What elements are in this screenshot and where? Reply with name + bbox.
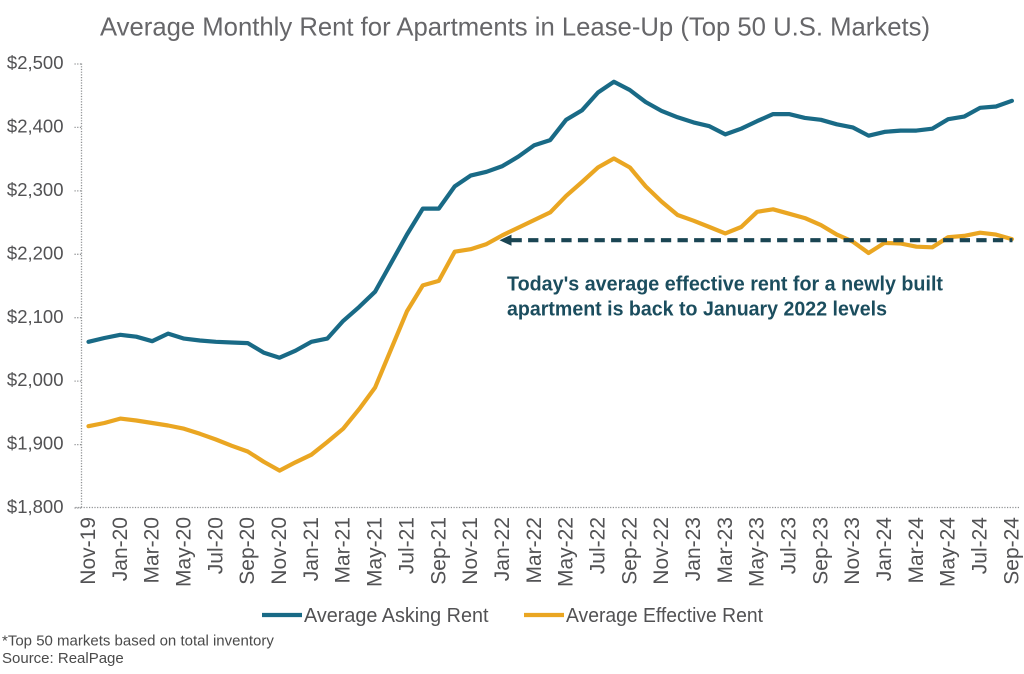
svg-text:$2,500: $2,500 [7, 52, 64, 73]
svg-text:Jan-23: Jan-23 [682, 517, 705, 581]
svg-text:$2,400: $2,400 [7, 116, 64, 137]
svg-text:May-24: May-24 [937, 517, 960, 587]
svg-text:$2,200: $2,200 [7, 242, 64, 263]
svg-text:Sep-21: Sep-21 [427, 517, 450, 585]
svg-text:Mar-23: Mar-23 [714, 517, 737, 584]
svg-text:Jul-20: Jul-20 [204, 517, 227, 574]
svg-text:May-22: May-22 [555, 517, 578, 587]
svg-text:Jan-24: Jan-24 [873, 517, 896, 582]
svg-text:Today's average effective rent: Today's average effective rent for a new… [507, 274, 943, 296]
svg-text:Mar-24: Mar-24 [905, 517, 928, 584]
svg-text:Nov-21: Nov-21 [459, 517, 482, 585]
svg-text:Source: RealPage: Source: RealPage [2, 650, 124, 667]
svg-text:apartment is back to January 2: apartment is back to January 2022 levels [507, 299, 887, 321]
svg-text:Nov-23: Nov-23 [841, 517, 864, 585]
svg-text:Nov-22: Nov-22 [650, 517, 673, 585]
svg-text:$2,300: $2,300 [7, 179, 64, 200]
svg-text:Jul-24: Jul-24 [969, 517, 992, 575]
svg-text:Jul-22: Jul-22 [587, 517, 610, 574]
svg-text:May-21: May-21 [364, 517, 387, 587]
svg-text:Jan-20: Jan-20 [109, 517, 132, 581]
svg-text:Jan-22: Jan-22 [491, 517, 514, 581]
svg-text:Mar-22: Mar-22 [523, 517, 546, 584]
svg-text:Mar-21: Mar-21 [332, 517, 355, 584]
svg-text:Nov-20: Nov-20 [268, 517, 291, 585]
svg-text:Average Effective Rent: Average Effective Rent [566, 605, 763, 627]
svg-text:Sep-23: Sep-23 [809, 517, 832, 585]
svg-text:Sep-24: Sep-24 [1000, 517, 1023, 585]
svg-text:May-20: May-20 [173, 517, 196, 587]
svg-text:$1,900: $1,900 [7, 433, 64, 454]
svg-text:Jul-21: Jul-21 [395, 517, 418, 574]
svg-text:Sep-20: Sep-20 [236, 517, 259, 585]
svg-text:$1,800: $1,800 [7, 496, 64, 517]
svg-text:Jul-23: Jul-23 [778, 517, 801, 574]
svg-text:Average Monthly Rent for Apart: Average Monthly Rent for Apartments in L… [100, 12, 930, 42]
svg-text:Average Asking Rent: Average Asking Rent [304, 605, 489, 627]
svg-text:Nov-19: Nov-19 [77, 517, 100, 585]
svg-text:$2,100: $2,100 [7, 306, 64, 327]
svg-text:May-23: May-23 [746, 517, 769, 587]
svg-text:Jan-21: Jan-21 [300, 517, 323, 581]
svg-text:*Top 50 markets based on total: *Top 50 markets based on total inventory [2, 633, 274, 650]
svg-text:$2,000: $2,000 [7, 369, 64, 390]
svg-text:Mar-20: Mar-20 [141, 517, 164, 584]
svg-text:Sep-22: Sep-22 [618, 517, 641, 585]
